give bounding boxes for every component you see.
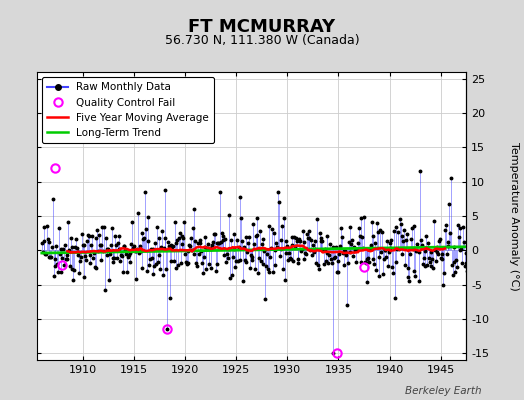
Text: Berkeley Earth: Berkeley Earth — [406, 386, 482, 396]
Legend: Raw Monthly Data, Quality Control Fail, Five Year Moving Average, Long-Term Tren: Raw Monthly Data, Quality Control Fail, … — [42, 77, 214, 143]
Text: 56.730 N, 111.380 W (Canada): 56.730 N, 111.380 W (Canada) — [165, 34, 359, 47]
Text: FT MCMURRAY: FT MCMURRAY — [189, 18, 335, 36]
Y-axis label: Temperature Anomaly (°C): Temperature Anomaly (°C) — [509, 142, 519, 290]
